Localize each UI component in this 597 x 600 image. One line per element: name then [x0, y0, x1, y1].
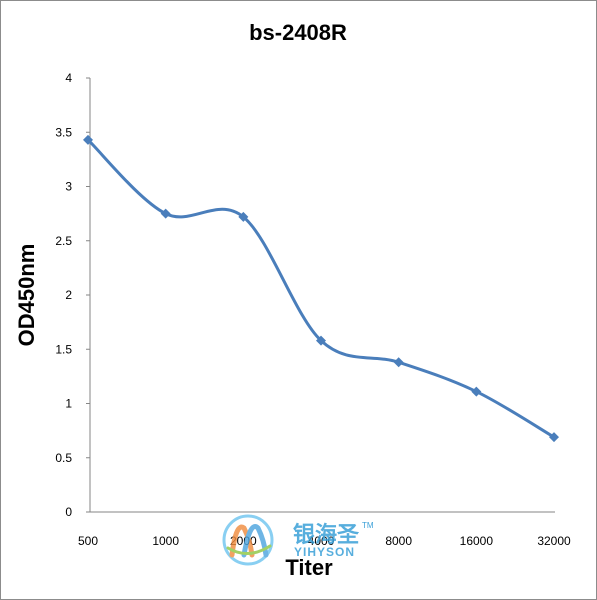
series-line: [86, 138, 556, 439]
y-tick-label: 3.5: [55, 125, 72, 139]
y-tick-label: 4: [65, 71, 72, 85]
x-tick-label: 1000: [152, 534, 179, 548]
x-axis-title: Titer: [285, 555, 333, 580]
x-tick-label: 8000: [385, 534, 412, 548]
y-axis-ticks: 0 0.5 1 1.5 2 2.5 3 3.5 4: [55, 71, 90, 519]
data-point-marker: [393, 357, 404, 368]
data-point-marker: [471, 386, 482, 397]
series-markers: [83, 134, 559, 443]
y-axis-title: OD450nm: [14, 244, 39, 347]
watermark-english-text: YIHYSON: [294, 545, 355, 559]
chart-title: bs-2408R: [249, 20, 347, 45]
data-point-marker: [83, 134, 93, 145]
watermark-logo: 银海圣 TM YIHYSON: [222, 514, 374, 566]
y-tick-label: 0.5: [55, 451, 72, 465]
y-tick-label: 1.5: [55, 342, 72, 356]
x-tick-label: 500: [78, 534, 98, 548]
y-tick-label: 3: [65, 180, 72, 194]
data-point-marker: [549, 432, 559, 443]
y-tick-label: 2: [65, 288, 72, 302]
x-tick-label: 32000: [537, 534, 571, 548]
data-point-marker: [238, 211, 249, 222]
x-axis-ticks: 500 1000 2000 4000 8000 16000 32000: [78, 534, 571, 548]
y-tick-label: 1: [65, 397, 72, 411]
data-point-marker: [160, 208, 171, 219]
watermark-chinese-text: 银海圣: [293, 522, 360, 548]
x-tick-label: 4000: [308, 534, 335, 548]
watermark-tm: TM: [362, 521, 374, 530]
y-tick-label: 2.5: [55, 234, 72, 248]
data-point-marker: [316, 335, 326, 346]
x-tick-label: 16000: [460, 534, 494, 548]
y-tick-label: 0: [65, 505, 72, 519]
watermark-emblem: [222, 514, 274, 566]
